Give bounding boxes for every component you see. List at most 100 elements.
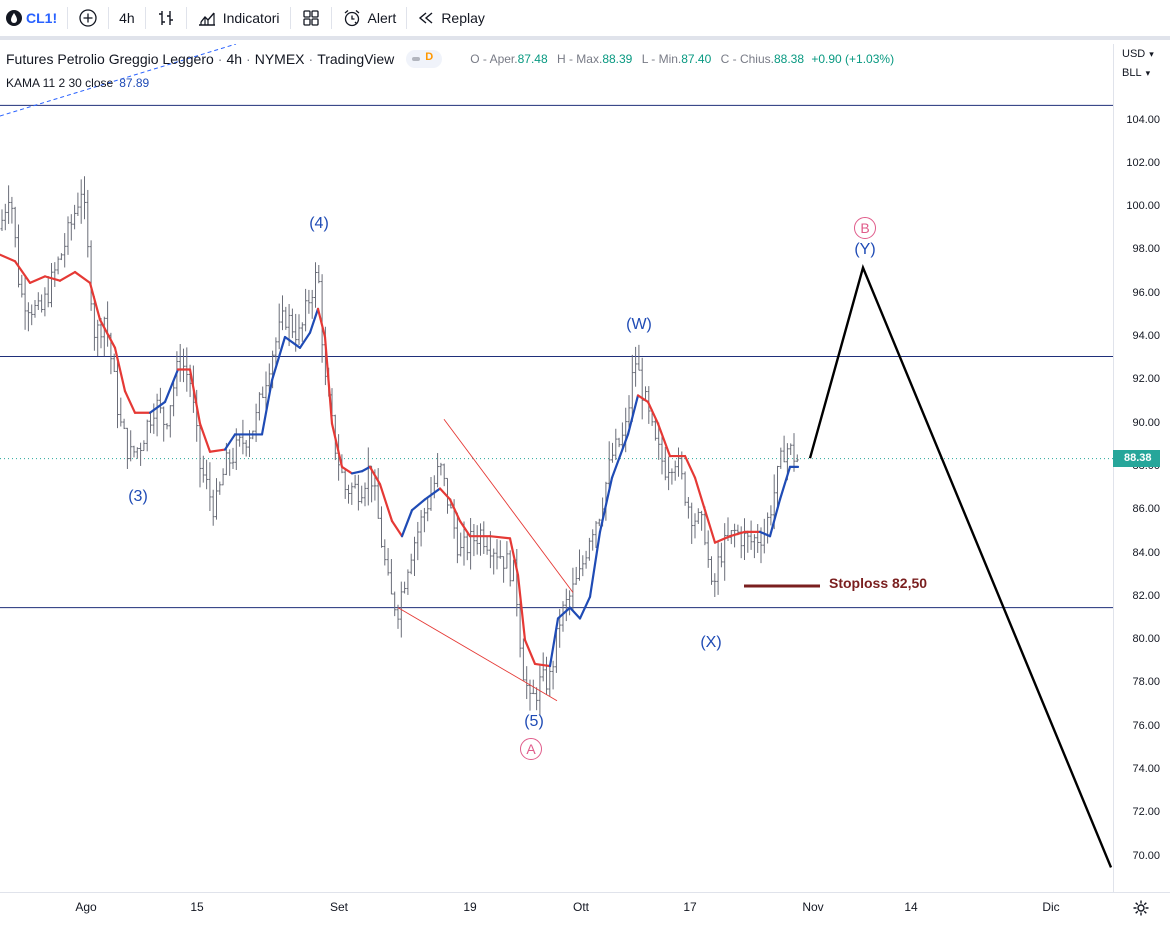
toolbar-divider	[144, 7, 146, 29]
kama-indicator-segment	[556, 606, 572, 620]
chart-pane[interactable]	[0, 44, 1113, 892]
close-value: 88.38	[773, 52, 804, 66]
price-tick-label: 80.00	[1132, 633, 1160, 646]
time-tick-label: Dic	[1042, 900, 1060, 914]
toolbar-divider	[185, 7, 187, 29]
kama-indicator-segment	[703, 509, 717, 544]
wave-label-w: (W)	[626, 316, 652, 333]
time-tick-label: 19	[463, 900, 477, 914]
time-tick-label: Nov	[802, 900, 824, 914]
kama-indicator-segment	[588, 530, 602, 598]
kama-indicator-segment	[350, 470, 364, 475]
wave-label-circled-a: A	[520, 738, 542, 760]
unit-selector[interactable]: BLL ▾	[1122, 67, 1150, 79]
price-chart	[0, 44, 1113, 868]
symbol-search-button[interactable]: CL1!	[0, 0, 67, 36]
kama-indicator-segment	[713, 535, 732, 544]
kama-indicator-segment	[148, 400, 167, 414]
series-legend[interactable]: Futures Petrolio Greggio Leggero · 4h · …	[6, 50, 894, 68]
current-price-badge: 88.38	[1113, 450, 1160, 467]
legend-title: Futures Petrolio Greggio Leggero	[6, 51, 214, 67]
time-axis[interactable]: Ago 15 Set 19 Ott 17 Nov 14 Dic	[0, 892, 1170, 928]
indicators-button[interactable]: Indicatori	[187, 0, 290, 36]
price-tick-label: 82.00	[1132, 589, 1160, 602]
kama-indicator-segment	[458, 519, 472, 538]
kama-indicator-segment	[626, 394, 640, 436]
dashed-trendline	[0, 44, 237, 117]
close-label: C - Chius.	[720, 52, 774, 66]
kama-indicator-segment	[636, 394, 650, 404]
wave-label-x: (X)	[700, 634, 722, 651]
replay-button[interactable]: Replay	[407, 0, 495, 36]
currency-selector[interactable]: USD ▾	[1122, 48, 1154, 60]
kama-indicator-segment	[316, 307, 327, 339]
kama-indicator-segment	[400, 509, 414, 538]
projection-path-line	[808, 264, 1113, 868]
interval-button[interactable]: 4h	[109, 0, 145, 36]
high-value: 88.39	[602, 52, 633, 66]
kama-indicator-segment	[73, 270, 92, 284]
compare-add-button[interactable]	[68, 0, 108, 36]
kama-indicator-segment	[438, 487, 452, 501]
kama-indicator-segment	[113, 346, 127, 393]
kama-indicator-segment	[410, 498, 427, 512]
kama-indicator-segment	[163, 368, 180, 404]
kama-indicator-segment	[323, 335, 334, 425]
replay-label: Replay	[441, 10, 485, 26]
toolbar-divider	[67, 7, 69, 29]
toolbar-divider	[330, 7, 332, 29]
kama-indicator-segment	[683, 454, 697, 479]
price-tick-label: 86.00	[1132, 503, 1160, 516]
indicator-legend[interactable]: KAMA 11 2 30 close 87.89	[6, 76, 149, 90]
legend-separator: ·	[217, 51, 223, 67]
alert-label: Alert	[367, 10, 397, 26]
interval-label: 4h	[119, 10, 135, 26]
change-value: +0.90 (+1.03%)	[811, 52, 895, 66]
symbol-label: CL1!	[26, 10, 58, 26]
legend-separator: ·	[246, 51, 251, 67]
kama-indicator-segment	[390, 519, 404, 538]
kama-indicator-segment	[516, 574, 527, 642]
kama-indicator-segment	[270, 335, 287, 382]
low-value: 87.40	[681, 52, 712, 66]
kama-indicator-segment	[98, 318, 117, 349]
wave-label-4: (4)	[309, 215, 329, 232]
price-tick-label: 96.00	[1132, 286, 1160, 299]
kama-indicator-segment	[778, 465, 792, 501]
market-status-badge[interactable]: D	[406, 50, 443, 68]
kama-indicator-segment	[693, 476, 707, 512]
price-tick-label: 76.00	[1132, 719, 1160, 732]
kama-indicator-segment	[533, 662, 552, 668]
top-toolbar: CL1! 4h Indicatori Alert	[0, 0, 1170, 40]
chart-type-button[interactable]	[146, 0, 186, 36]
kama-indicator-segment	[548, 617, 560, 668]
kama-indicator-segment	[13, 260, 32, 284]
wave-label-5: (5)	[524, 713, 544, 730]
grid-layout-icon	[301, 8, 321, 28]
kama-indicator-segment	[43, 275, 62, 282]
kama-indicator-segment	[58, 270, 77, 282]
plus-circle-icon	[78, 8, 98, 28]
price-tick-label: 90.00	[1132, 416, 1160, 429]
indicators-icon	[197, 8, 217, 28]
kama-indicator-segment	[298, 331, 312, 349]
kama-indicator-segment	[260, 379, 274, 436]
kama-indicator-segment	[758, 530, 772, 538]
toolbar-divider	[289, 7, 291, 29]
kama-indicator-segment	[423, 487, 442, 501]
layouts-button[interactable]	[291, 0, 331, 36]
kama-indicator-segment	[523, 638, 537, 666]
wave-label-3: (3)	[128, 488, 148, 505]
kama-indicator-segment	[378, 483, 394, 523]
price-axis[interactable]: 104.00 102.00 100.00 98.00 96.00 94.00 92.00 90…	[1113, 44, 1170, 892]
indicator-value: 87.89	[119, 76, 150, 90]
settings-gear-icon[interactable]	[1132, 899, 1150, 922]
ohlc-values: O - Aper.87.48 H - Max.88.39 L - Min.87.…	[470, 52, 894, 66]
alert-button[interactable]: Alert	[332, 0, 407, 36]
price-tick-label: 98.00	[1132, 243, 1160, 256]
open-label: O - Aper.	[470, 52, 518, 66]
legend-exchange: NYMEX	[254, 51, 305, 67]
kama-indicator-segment	[330, 422, 344, 468]
kama-indicator-segment	[488, 535, 512, 540]
legend-separator: ·	[308, 51, 314, 67]
